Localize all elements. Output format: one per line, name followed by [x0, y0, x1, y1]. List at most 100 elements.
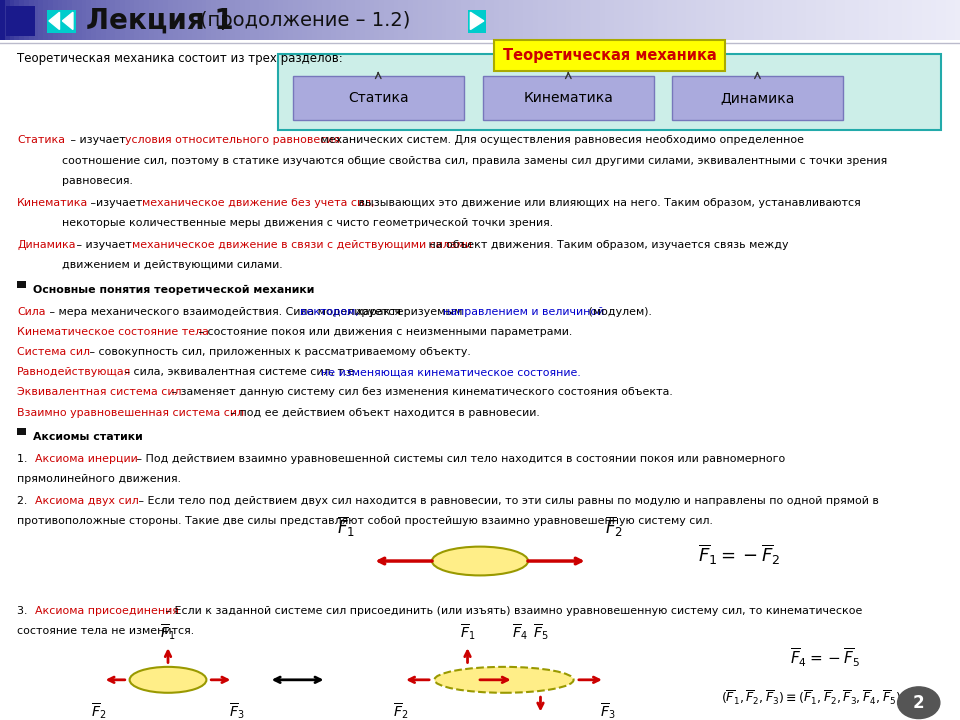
Text: Аксиома инерции: Аксиома инерции	[35, 454, 137, 464]
Ellipse shape	[434, 667, 574, 693]
Text: вектором,: вектором,	[300, 307, 359, 317]
Text: характеризуемым: характеризуемым	[353, 307, 467, 317]
Bar	[888, 0, 893, 40]
Text: Кинематическое состояние тела: Кинематическое состояние тела	[17, 327, 209, 337]
Text: условия относительного равновесия: условия относительного равновесия	[125, 135, 340, 145]
Text: 2: 2	[913, 694, 924, 711]
Bar	[427, 0, 432, 40]
Bar	[514, 0, 518, 40]
Bar	[230, 0, 235, 40]
Bar	[605, 0, 610, 40]
Text: 3.: 3.	[17, 606, 31, 616]
Text: Теоретическая механика состоит из трех разделов:: Теоретическая механика состоит из трех р…	[17, 52, 343, 65]
Bar	[62, 0, 67, 40]
Bar	[437, 0, 442, 40]
Bar	[394, 0, 398, 40]
Bar	[115, 0, 120, 40]
Text: $\overline{F}_4 = -\overline{F}_5$: $\overline{F}_4 = -\overline{F}_5$	[790, 647, 861, 670]
Bar	[854, 0, 859, 40]
Bar	[298, 0, 302, 40]
Bar	[101, 0, 106, 40]
Bar	[811, 0, 816, 40]
Text: соотношение сил, поэтому в статике изучаются общие свойства сил, правила замены : соотношение сил, поэтому в статике изуча…	[62, 156, 888, 166]
Bar	[350, 0, 355, 40]
Bar	[250, 0, 254, 40]
Text: Сила: Сила	[17, 307, 46, 317]
Ellipse shape	[432, 546, 528, 575]
Bar	[182, 0, 187, 40]
Bar	[730, 0, 734, 40]
Bar	[624, 0, 629, 40]
Bar	[331, 0, 336, 40]
Text: Кинематика: Кинематика	[17, 198, 88, 208]
Bar	[168, 0, 173, 40]
Bar	[370, 0, 374, 40]
Bar	[274, 0, 278, 40]
Bar	[566, 0, 571, 40]
Bar	[365, 0, 370, 40]
Bar	[806, 0, 811, 40]
Text: $\overline{F}_1$: $\overline{F}_1$	[460, 623, 475, 642]
Text: вызывающих это движение или влияющих на него. Таким образом, устанавливаются: вызывающих это движение или влияющих на …	[355, 198, 861, 208]
Bar	[77, 0, 82, 40]
Text: Аксиома присоединения: Аксиома присоединения	[35, 606, 179, 616]
Bar	[816, 0, 821, 40]
Bar	[403, 0, 408, 40]
Bar	[360, 0, 365, 40]
Text: Динамика: Динамика	[720, 91, 795, 105]
Bar	[418, 0, 422, 40]
Text: (модулем).: (модулем).	[585, 307, 652, 317]
Text: – заменяет данную систему сил без изменения кинематического состояния объекта.: – заменяет данную систему сил без измене…	[168, 387, 673, 397]
Bar	[797, 0, 802, 40]
Text: $\overline{F}_2$: $\overline{F}_2$	[91, 701, 107, 720]
Bar	[758, 0, 763, 40]
Bar	[163, 0, 168, 40]
Bar	[749, 0, 754, 40]
Bar	[595, 0, 600, 40]
Text: равновесия.: равновесия.	[62, 176, 133, 186]
Bar	[259, 0, 264, 40]
Bar	[341, 0, 346, 40]
Bar	[67, 0, 72, 40]
Bar	[850, 0, 854, 40]
Text: $\overline{F}_4$: $\overline{F}_4$	[512, 623, 527, 642]
Text: механическое движение без учета сил,: механическое движение без учета сил,	[142, 198, 374, 208]
Text: направлением и величиной: направлением и величиной	[443, 307, 604, 317]
Bar	[614, 0, 619, 40]
Bar	[792, 0, 797, 40]
Text: – изучает: – изучает	[73, 240, 135, 250]
Bar	[106, 0, 110, 40]
Bar	[326, 0, 331, 40]
Text: некоторые количественные меры движения с чисто геометрической точки зрения.: некоторые количественные меры движения с…	[62, 218, 554, 228]
Bar	[48, 0, 53, 40]
Bar	[686, 0, 691, 40]
Bar	[144, 0, 149, 40]
Bar	[499, 0, 504, 40]
Bar	[629, 0, 634, 40]
Bar	[523, 0, 528, 40]
Bar	[893, 0, 898, 40]
Text: Статика: Статика	[348, 91, 409, 105]
Bar	[710, 0, 715, 40]
Bar	[581, 0, 586, 40]
Bar	[706, 0, 710, 40]
Bar	[562, 0, 566, 40]
Bar	[307, 0, 312, 40]
Bar	[619, 0, 624, 40]
Bar	[509, 0, 514, 40]
Bar	[72, 0, 77, 40]
Text: –изучает: –изучает	[87, 198, 146, 208]
Bar	[187, 0, 192, 40]
Bar	[720, 0, 725, 40]
Bar	[547, 0, 552, 40]
FancyBboxPatch shape	[672, 76, 843, 120]
Text: Равнодействующая: Равнодействующая	[17, 367, 132, 377]
Bar	[336, 0, 341, 40]
Bar	[413, 0, 418, 40]
Text: – состояние покоя или движения с неизменными параметрами.: – состояние покоя или движения с неизмен…	[195, 327, 572, 337]
Bar	[950, 0, 955, 40]
Bar	[34, 0, 38, 40]
Text: $\overline{F}_2$: $\overline{F}_2$	[393, 701, 408, 720]
Bar	[926, 0, 931, 40]
Bar	[768, 0, 773, 40]
